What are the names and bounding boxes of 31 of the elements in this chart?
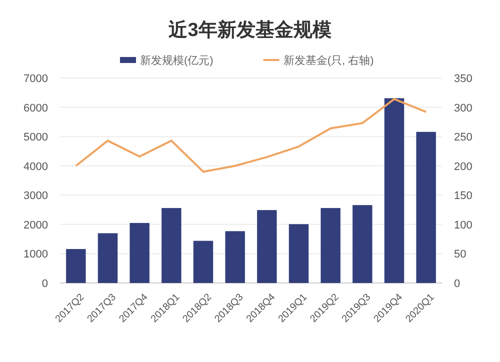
y-tick-label: 4000 xyxy=(24,160,48,173)
bar xyxy=(225,231,245,283)
bar xyxy=(288,224,309,283)
y-tick-label: 7000 xyxy=(24,73,48,85)
y2-tick-label: 50 xyxy=(454,248,466,261)
y2-tick-label: 100 xyxy=(454,219,472,232)
bar xyxy=(98,233,118,283)
legend-label: 新发规模(亿元) xyxy=(140,54,214,67)
bar xyxy=(352,205,372,283)
y2-tick-label: 0 xyxy=(454,278,460,290)
y-tick-label: 2000 xyxy=(24,219,48,232)
bar xyxy=(384,98,404,283)
y-tick-label: 6000 xyxy=(24,102,48,114)
bar xyxy=(193,240,214,283)
y2-tick-label: 150 xyxy=(454,190,472,202)
legend-label: 新发基金(只, 右轴) xyxy=(283,54,374,67)
bar xyxy=(320,208,340,283)
y-tick-label: 3000 xyxy=(24,190,48,202)
y-tick-label: 0 xyxy=(42,278,48,290)
y2-tick-label: 350 xyxy=(454,73,472,85)
bar xyxy=(162,208,182,283)
y2-tick-label: 200 xyxy=(454,160,472,173)
bar xyxy=(257,210,277,283)
bar xyxy=(130,222,150,283)
y-tick-label: 5000 xyxy=(24,132,48,144)
y-tick-label: 1000 xyxy=(24,248,48,261)
bar xyxy=(66,249,86,283)
chart-title: 近3年新发基金规模 xyxy=(168,19,332,41)
y2-tick-label: 250 xyxy=(454,132,472,144)
bar xyxy=(416,132,436,283)
y2-tick-label: 300 xyxy=(454,102,472,114)
